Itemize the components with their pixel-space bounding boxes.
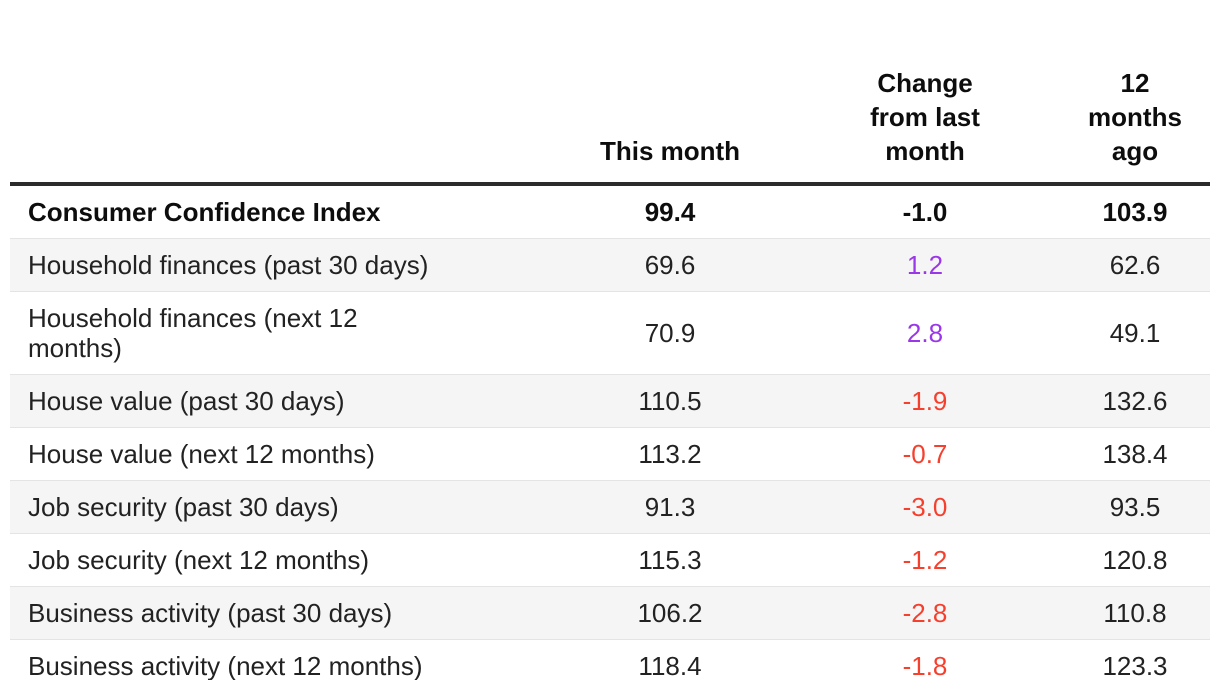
table-row: Job security (next 12 months) 115.3 -1.2… — [10, 533, 1210, 587]
cell-this-month: 106.2 — [637, 598, 703, 628]
col-header-12-months-ago: 12 months ago — [1060, 0, 1210, 186]
row-label: House value (past 30 days) — [28, 386, 345, 416]
table-row: Job security (past 30 days) 91.3 -3.0 93… — [10, 480, 1210, 534]
col-header-blank — [10, 0, 550, 186]
consumer-confidence-table: This month Change from last month 12 mon… — [10, 0, 1210, 680]
table-body: Consumer Confidence Index 99.4 -1.0 103.… — [10, 184, 1210, 680]
row-label: Business activity (next 12 months) — [28, 651, 423, 680]
table-row: House value (next 12 months) 113.2 -0.7 … — [10, 427, 1210, 481]
cell-change: 1.2 — [906, 250, 944, 280]
cell-this-month: 113.2 — [638, 439, 702, 469]
cell-year-ago: 132.6 — [1102, 386, 1168, 416]
header-row: This month Change from last month 12 mon… — [10, 0, 1210, 186]
cell-this-month: 69.6 — [644, 250, 696, 280]
cell-year-ago: 49.1 — [1109, 318, 1161, 348]
table-row: Business activity (past 30 days) 106.2 -… — [10, 586, 1210, 640]
cell-year-ago: 110.8 — [1103, 598, 1167, 628]
row-label: Household finances (next 12 months) — [28, 303, 358, 363]
cell-change: 2.8 — [906, 318, 944, 348]
row-label: Consumer Confidence Index — [28, 197, 381, 227]
cell-this-month: 118.4 — [638, 651, 702, 680]
cell-this-month: 99.4 — [644, 197, 696, 227]
cell-change: -1.2 — [902, 545, 948, 575]
table-row-summary: Consumer Confidence Index 99.4 -1.0 103.… — [10, 184, 1210, 239]
cell-this-month: 91.3 — [644, 492, 696, 522]
row-label: Business activity (past 30 days) — [28, 598, 393, 628]
cell-year-ago: 103.9 — [1102, 197, 1168, 227]
cell-year-ago: 120.8 — [1102, 545, 1168, 575]
cell-this-month: 115.3 — [638, 545, 702, 575]
row-label: Household finances (past 30 days) — [28, 250, 429, 280]
cell-change: -0.7 — [902, 439, 948, 469]
row-label: Job security (past 30 days) — [28, 492, 339, 522]
cell-year-ago: 93.5 — [1109, 492, 1161, 522]
table-row: Household finances (past 30 days) 69.6 1… — [10, 238, 1210, 292]
table-row: Household finances (next 12 months) 70.9… — [10, 291, 1210, 375]
cell-year-ago: 62.6 — [1109, 250, 1161, 280]
cell-year-ago: 123.3 — [1102, 651, 1168, 680]
cell-this-month: 110.5 — [638, 386, 702, 416]
col-header-this-month: This month — [550, 0, 790, 186]
cell-change: -1.8 — [902, 651, 948, 680]
col-header-change: Change from last month — [790, 0, 1060, 186]
cell-change: -1.9 — [902, 386, 948, 416]
row-label: House value (next 12 months) — [28, 439, 375, 469]
cell-this-month: 70.9 — [644, 318, 696, 348]
cell-change: -3.0 — [902, 492, 948, 522]
cell-change: -1.0 — [902, 197, 948, 227]
cell-year-ago: 138.4 — [1102, 439, 1168, 469]
row-label: Job security (next 12 months) — [28, 545, 370, 575]
table-row: Business activity (next 12 months) 118.4… — [10, 639, 1210, 680]
table-header: This month Change from last month 12 mon… — [10, 0, 1210, 186]
table-row: House value (past 30 days) 110.5 -1.9 13… — [10, 374, 1210, 428]
cell-change: -2.8 — [902, 598, 948, 628]
